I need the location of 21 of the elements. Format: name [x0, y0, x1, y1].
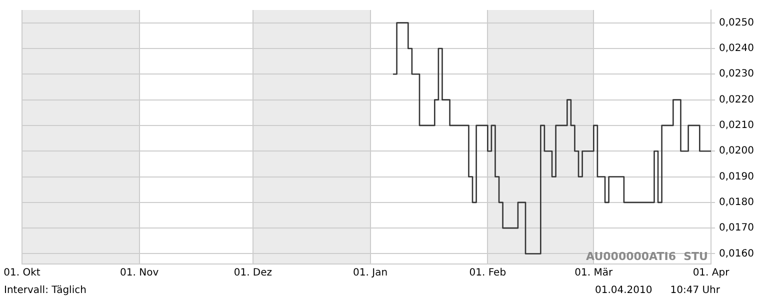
y-tick-label: 0,0230	[719, 68, 754, 80]
x-tick-label: 01. Mär	[574, 268, 614, 279]
y-tick-label: 0,0220	[719, 94, 754, 106]
y-tick-label: 0,0170	[719, 222, 754, 234]
x-tick-label: 01. Dez	[234, 268, 272, 279]
x-tick-label: 01. Jan	[353, 268, 388, 279]
y-tick-label: 0,0250	[719, 17, 754, 28]
x-tick-label: 01. Okt	[4, 268, 40, 279]
y-tick-label: 0,0200	[719, 146, 754, 157]
x-tick-label: 01. Apr	[692, 268, 730, 279]
x-tick-label: 01. Nov	[120, 268, 159, 279]
y-tick-label: 0,0210	[719, 120, 754, 132]
text: Intervall: Täglich	[4, 284, 86, 298]
text: 10:47 Uhr	[670, 284, 720, 298]
y-tick-label: 0,0190	[719, 171, 754, 182]
x-tick-label: 01. Feb	[469, 268, 506, 279]
y-tick-label: 0,0240	[719, 43, 754, 54]
y-tick-label: 0,0160	[719, 248, 754, 260]
annotation: AU000000ATI6 STU	[586, 250, 708, 263]
text: 01.04.2010	[594, 284, 652, 298]
y-tick-label: 0,0180	[719, 197, 754, 208]
